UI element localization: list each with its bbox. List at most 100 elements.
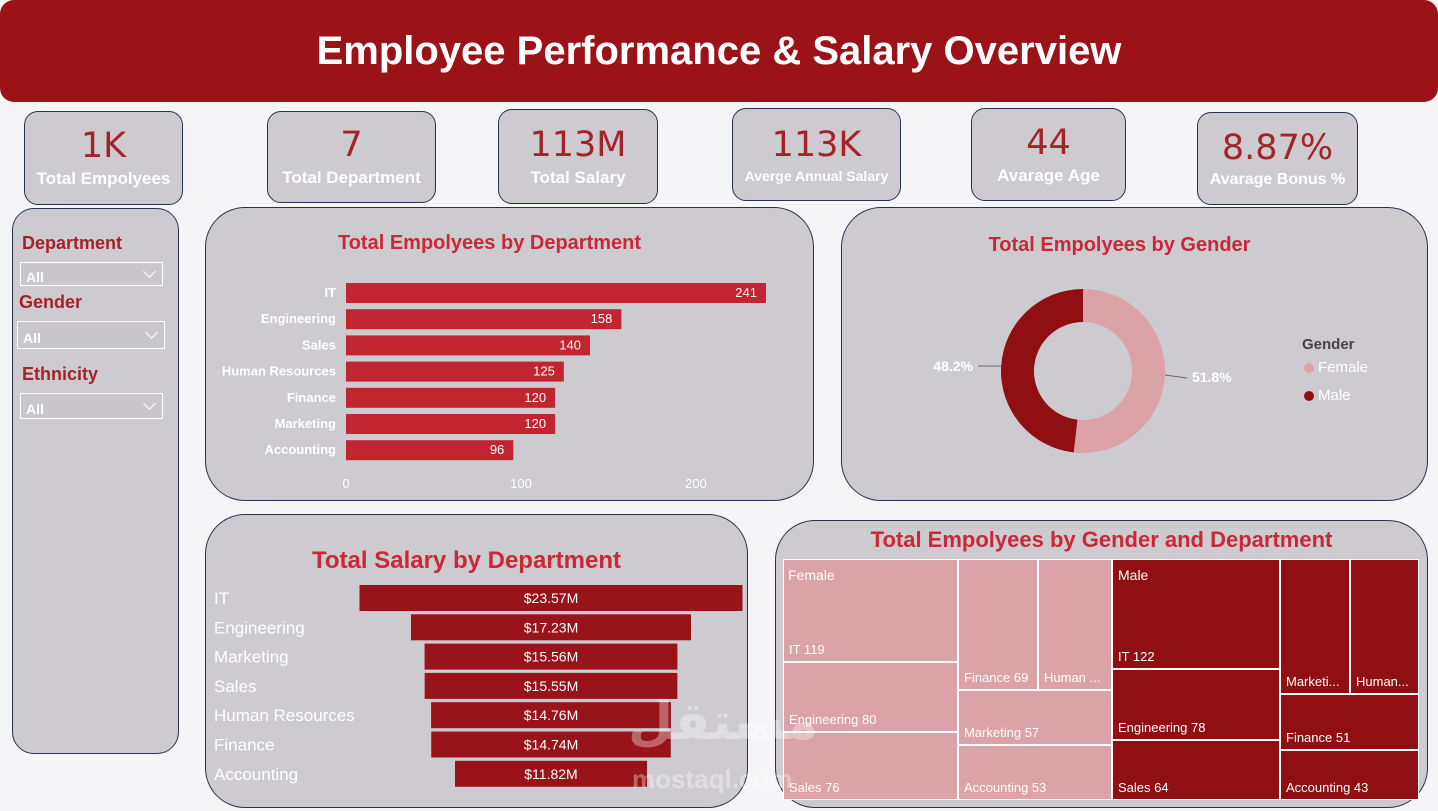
treemap-tile-label: Marketi... <box>1286 674 1340 689</box>
legend-item-female[interactable]: Female <box>1304 359 1368 376</box>
treemap-tile-label: IT 119 <box>789 642 825 657</box>
treemap-tile-label: IT 122 <box>1118 649 1155 664</box>
ethnicity-dropdown-value: All <box>26 401 44 417</box>
category-label: Marketing <box>214 648 289 667</box>
bar <box>346 387 556 408</box>
category-label: Sales <box>302 337 336 352</box>
slice-label: 51.8% <box>1192 369 1232 385</box>
treemap-tile[interactable]: Accounting 43 <box>1280 750 1419 800</box>
category-label: IT <box>324 285 336 300</box>
data-label: 120 <box>524 390 546 405</box>
gender-dropdown[interactable]: All <box>17 321 165 349</box>
legend-label: Male <box>1318 387 1351 404</box>
category-label: Accounting <box>265 442 337 457</box>
treemap-tile[interactable]: IT 119 <box>783 559 958 662</box>
data-label: 125 <box>533 364 555 379</box>
chevron-down-icon <box>143 397 156 410</box>
bar <box>346 361 564 382</box>
x-tick-label: 0 <box>342 476 349 491</box>
treemap-tile[interactable]: Human... <box>1350 559 1419 694</box>
bar <box>346 335 590 356</box>
category-label: Finance <box>287 390 336 405</box>
employees-by-gender-panel: Total Empolyees by Gender 51.8% 48.2% Gen… <box>841 207 1428 501</box>
kpi-label: Avarage Age <box>997 165 1100 185</box>
ethnicity-dropdown[interactable]: All <box>20 393 163 419</box>
treemap-group-label: Female <box>788 567 835 583</box>
kpi-value: 7 <box>340 125 363 165</box>
category-label: Engineering <box>261 311 336 326</box>
kpi-total-salary[interactable]: 113M Total Salary <box>498 109 658 204</box>
chart-title: Total Empolyees by Department <box>337 232 642 254</box>
treemap-tile[interactable]: Sales 76 <box>783 732 958 800</box>
chart-title: Total Empolyees by Gender and Department <box>870 527 1333 552</box>
legend-item-male[interactable]: Male <box>1304 387 1351 404</box>
x-tick-label: 100 <box>510 476 532 491</box>
treemap-tile[interactable]: Marketing 57 <box>958 690 1112 745</box>
chart-title: Total Salary by Department <box>312 547 621 574</box>
filter-panel: Department All Gender All Ethnicity All <box>12 208 179 754</box>
data-label: $23.57M <box>524 590 578 606</box>
data-label: 158 <box>591 311 613 326</box>
treemap-tile-label: Engineering 80 <box>789 712 877 727</box>
treemap-tile[interactable]: Engineering 80 <box>783 662 958 732</box>
treemap-tile[interactable]: Finance 69 <box>958 559 1038 690</box>
employees-by-department-chart: IT 241 Engineering 158 Sales 140 Human Resourc… <box>222 283 766 491</box>
treemap-tile[interactable]: Engineering 78 <box>1112 669 1280 740</box>
kpi-average-annual-salary[interactable]: 113K Averge Annual Salary <box>732 108 901 201</box>
department-slicer-title: Department <box>22 233 123 253</box>
bar <box>424 643 678 670</box>
treemap-tile[interactable]: Accounting 53 <box>958 745 1112 800</box>
legend-dot-icon <box>1304 362 1314 373</box>
bar <box>431 702 671 729</box>
department-dropdown-value: All <box>26 269 44 285</box>
treemap-tile-label: Accounting 43 <box>1286 780 1369 795</box>
treemap-tile[interactable]: Marketi... <box>1280 559 1350 694</box>
chevron-down-icon <box>145 326 158 339</box>
treemap-tile-label: Accounting 53 <box>964 780 1047 795</box>
kpi-total-department[interactable]: 7 Total Department <box>267 111 436 203</box>
legend-label: Female <box>1318 359 1369 376</box>
kpi-value: 44 <box>1026 122 1071 163</box>
treemap-tile[interactable]: IT 122 <box>1112 559 1280 669</box>
category-label: Human Resources <box>214 706 355 725</box>
treemap-tile[interactable]: Human ... <box>1038 559 1112 690</box>
kpi-average-bonus[interactable]: 8.87% Avarage Bonus % <box>1197 112 1358 205</box>
kpi-average-age[interactable]: 44 Avarage Age <box>971 108 1126 201</box>
treemap-tile[interactable]: Sales 64 <box>1112 740 1280 800</box>
treemap-tile-label: Sales 76 <box>789 780 840 795</box>
bar <box>454 760 648 787</box>
data-label: $14.76M <box>524 707 578 723</box>
category-label: Finance <box>214 736 274 755</box>
slice-label: 48.2% <box>933 358 973 374</box>
kpi-label: Total Department <box>282 168 421 187</box>
treemap-tile[interactable]: Finance 51 <box>1280 694 1419 750</box>
category-label: Human Resources <box>222 364 336 379</box>
data-label: 140 <box>559 337 581 352</box>
kpi-total-employees[interactable]: 1K Total Empolyees <box>24 111 183 205</box>
bar <box>424 672 678 699</box>
bar <box>346 283 766 303</box>
data-label: 241 <box>735 285 757 300</box>
ethnicity-slicer-title: Ethnicity <box>22 364 99 384</box>
data-label: $17.23M <box>524 619 578 635</box>
bar <box>411 614 691 641</box>
treemap-tile-label: Finance 69 <box>964 670 1029 685</box>
employees-by-gender-chart: 51.8% 48.2% <box>933 289 1232 454</box>
salary-by-department-chart: IT $23.57M Engineering $17.23M Marketing $15.… <box>214 585 743 787</box>
legend-dot-icon <box>1304 390 1314 401</box>
category-label: Marketing <box>275 416 336 431</box>
data-label: $14.74M <box>524 737 578 753</box>
bar <box>431 731 671 758</box>
leader-line <box>1164 374 1188 379</box>
chart-title: Total Empolyees by Gender <box>988 234 1251 256</box>
kpi-value: 113K <box>771 124 862 165</box>
gender-dropdown-value: All <box>23 330 41 346</box>
data-label: $11.82M <box>524 766 577 782</box>
data-label: 120 <box>524 416 546 431</box>
donut-slice-male <box>1001 289 1083 453</box>
kpi-value: 113M <box>529 124 627 165</box>
treemap-group-label: Male <box>1118 567 1149 583</box>
employees-by-department-panel: Total Empolyees by Department IT 241 Engin… <box>205 207 814 501</box>
bar <box>346 309 622 330</box>
department-dropdown[interactable]: All <box>20 262 163 286</box>
